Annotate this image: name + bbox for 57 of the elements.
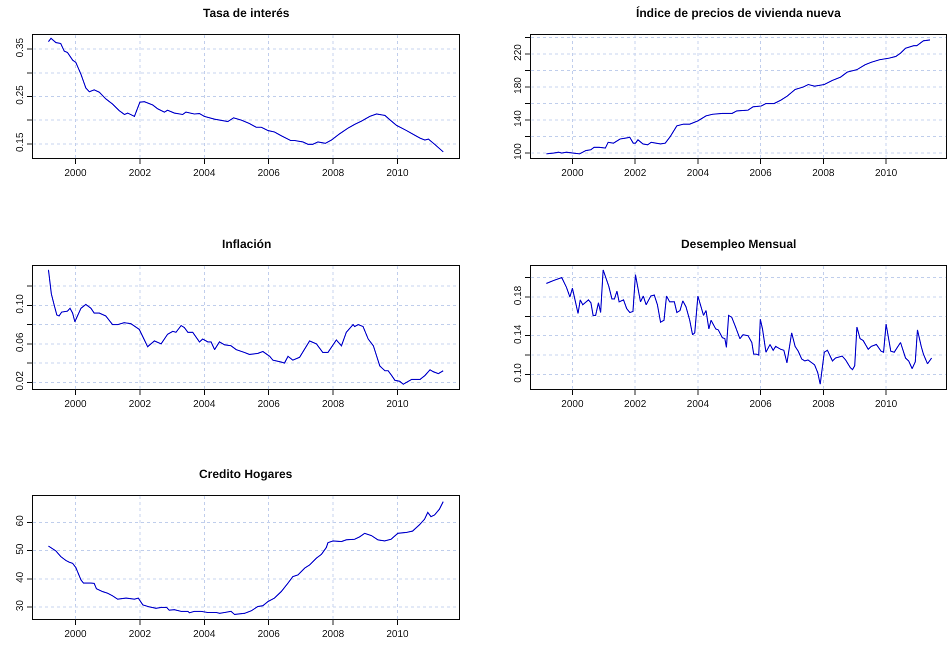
x-tick-label: 2010 xyxy=(386,629,410,640)
x-tick-label: 2010 xyxy=(874,168,898,179)
chart-title: Tasa de interés xyxy=(203,6,290,20)
line-series xyxy=(48,38,444,152)
y-tick-label: 30 xyxy=(15,600,26,612)
x-tick-label: 2002 xyxy=(128,629,152,640)
x-tick-label: 2010 xyxy=(386,399,410,410)
y-tick-label: 0.10 xyxy=(15,294,26,314)
chart-title: Inflación xyxy=(222,237,272,251)
x-tick-label: 2000 xyxy=(64,168,88,179)
x-tick-label: 2004 xyxy=(193,629,216,640)
x-tick-label: 2004 xyxy=(193,399,216,410)
x-tick-label: 2004 xyxy=(193,168,216,179)
chart-title: Desempleo Mensual xyxy=(681,237,796,251)
chart-title: Índice de precios de vivienda nueva xyxy=(636,6,842,20)
x-tick-label: 2004 xyxy=(686,168,710,179)
x-tick-label: 2006 xyxy=(258,168,280,179)
x-tick-label: 2002 xyxy=(128,168,152,179)
y-tick-label: 220 xyxy=(513,44,524,61)
x-tick-label: 2000 xyxy=(64,629,88,640)
y-tick-label: 0.18 xyxy=(513,285,524,306)
x-tick-label: 2008 xyxy=(322,629,345,640)
x-tick-label: 2008 xyxy=(322,168,345,179)
y-tick-label: 100 xyxy=(513,142,524,160)
x-tick-label: 2008 xyxy=(322,399,345,410)
line-series xyxy=(546,39,931,154)
y-tick-label: 0.02 xyxy=(15,370,26,391)
x-tick-label: 2008 xyxy=(812,168,835,179)
y-tick-label: 140 xyxy=(513,110,524,127)
y-tick-label: 50 xyxy=(15,543,26,555)
chart-title: Credito Hogares xyxy=(199,467,293,481)
line-series xyxy=(48,269,444,385)
x-tick-label: 2008 xyxy=(812,399,835,410)
y-tick-label: 0.35 xyxy=(15,38,26,58)
y-tick-label: 0.14 xyxy=(513,324,524,344)
x-tick-label: 2000 xyxy=(64,399,88,410)
y-tick-label: 180 xyxy=(513,76,524,94)
x-tick-label: 2010 xyxy=(874,399,898,410)
x-tick-label: 2000 xyxy=(561,168,584,179)
y-tick-label: 0.10 xyxy=(513,362,524,383)
line-series xyxy=(48,501,444,616)
x-tick-label: 2002 xyxy=(624,399,647,410)
y-tick-label: 0.15 xyxy=(15,132,26,152)
x-tick-label: 2006 xyxy=(258,629,280,640)
y-tick-label: 0.25 xyxy=(15,84,26,105)
x-tick-label: 2002 xyxy=(128,399,152,410)
x-tick-label: 2010 xyxy=(386,168,410,179)
x-tick-label: 2006 xyxy=(258,399,280,410)
y-tick-label: 60 xyxy=(15,514,26,526)
y-tick-label: 40 xyxy=(15,571,26,583)
x-tick-label: 2002 xyxy=(624,168,647,179)
x-tick-label: 2006 xyxy=(749,168,772,179)
x-tick-label: 2006 xyxy=(749,399,772,410)
x-tick-label: 2004 xyxy=(686,399,710,410)
x-tick-label: 2000 xyxy=(561,399,584,410)
y-tick-label: 0.06 xyxy=(15,332,26,352)
line-series xyxy=(546,269,932,385)
